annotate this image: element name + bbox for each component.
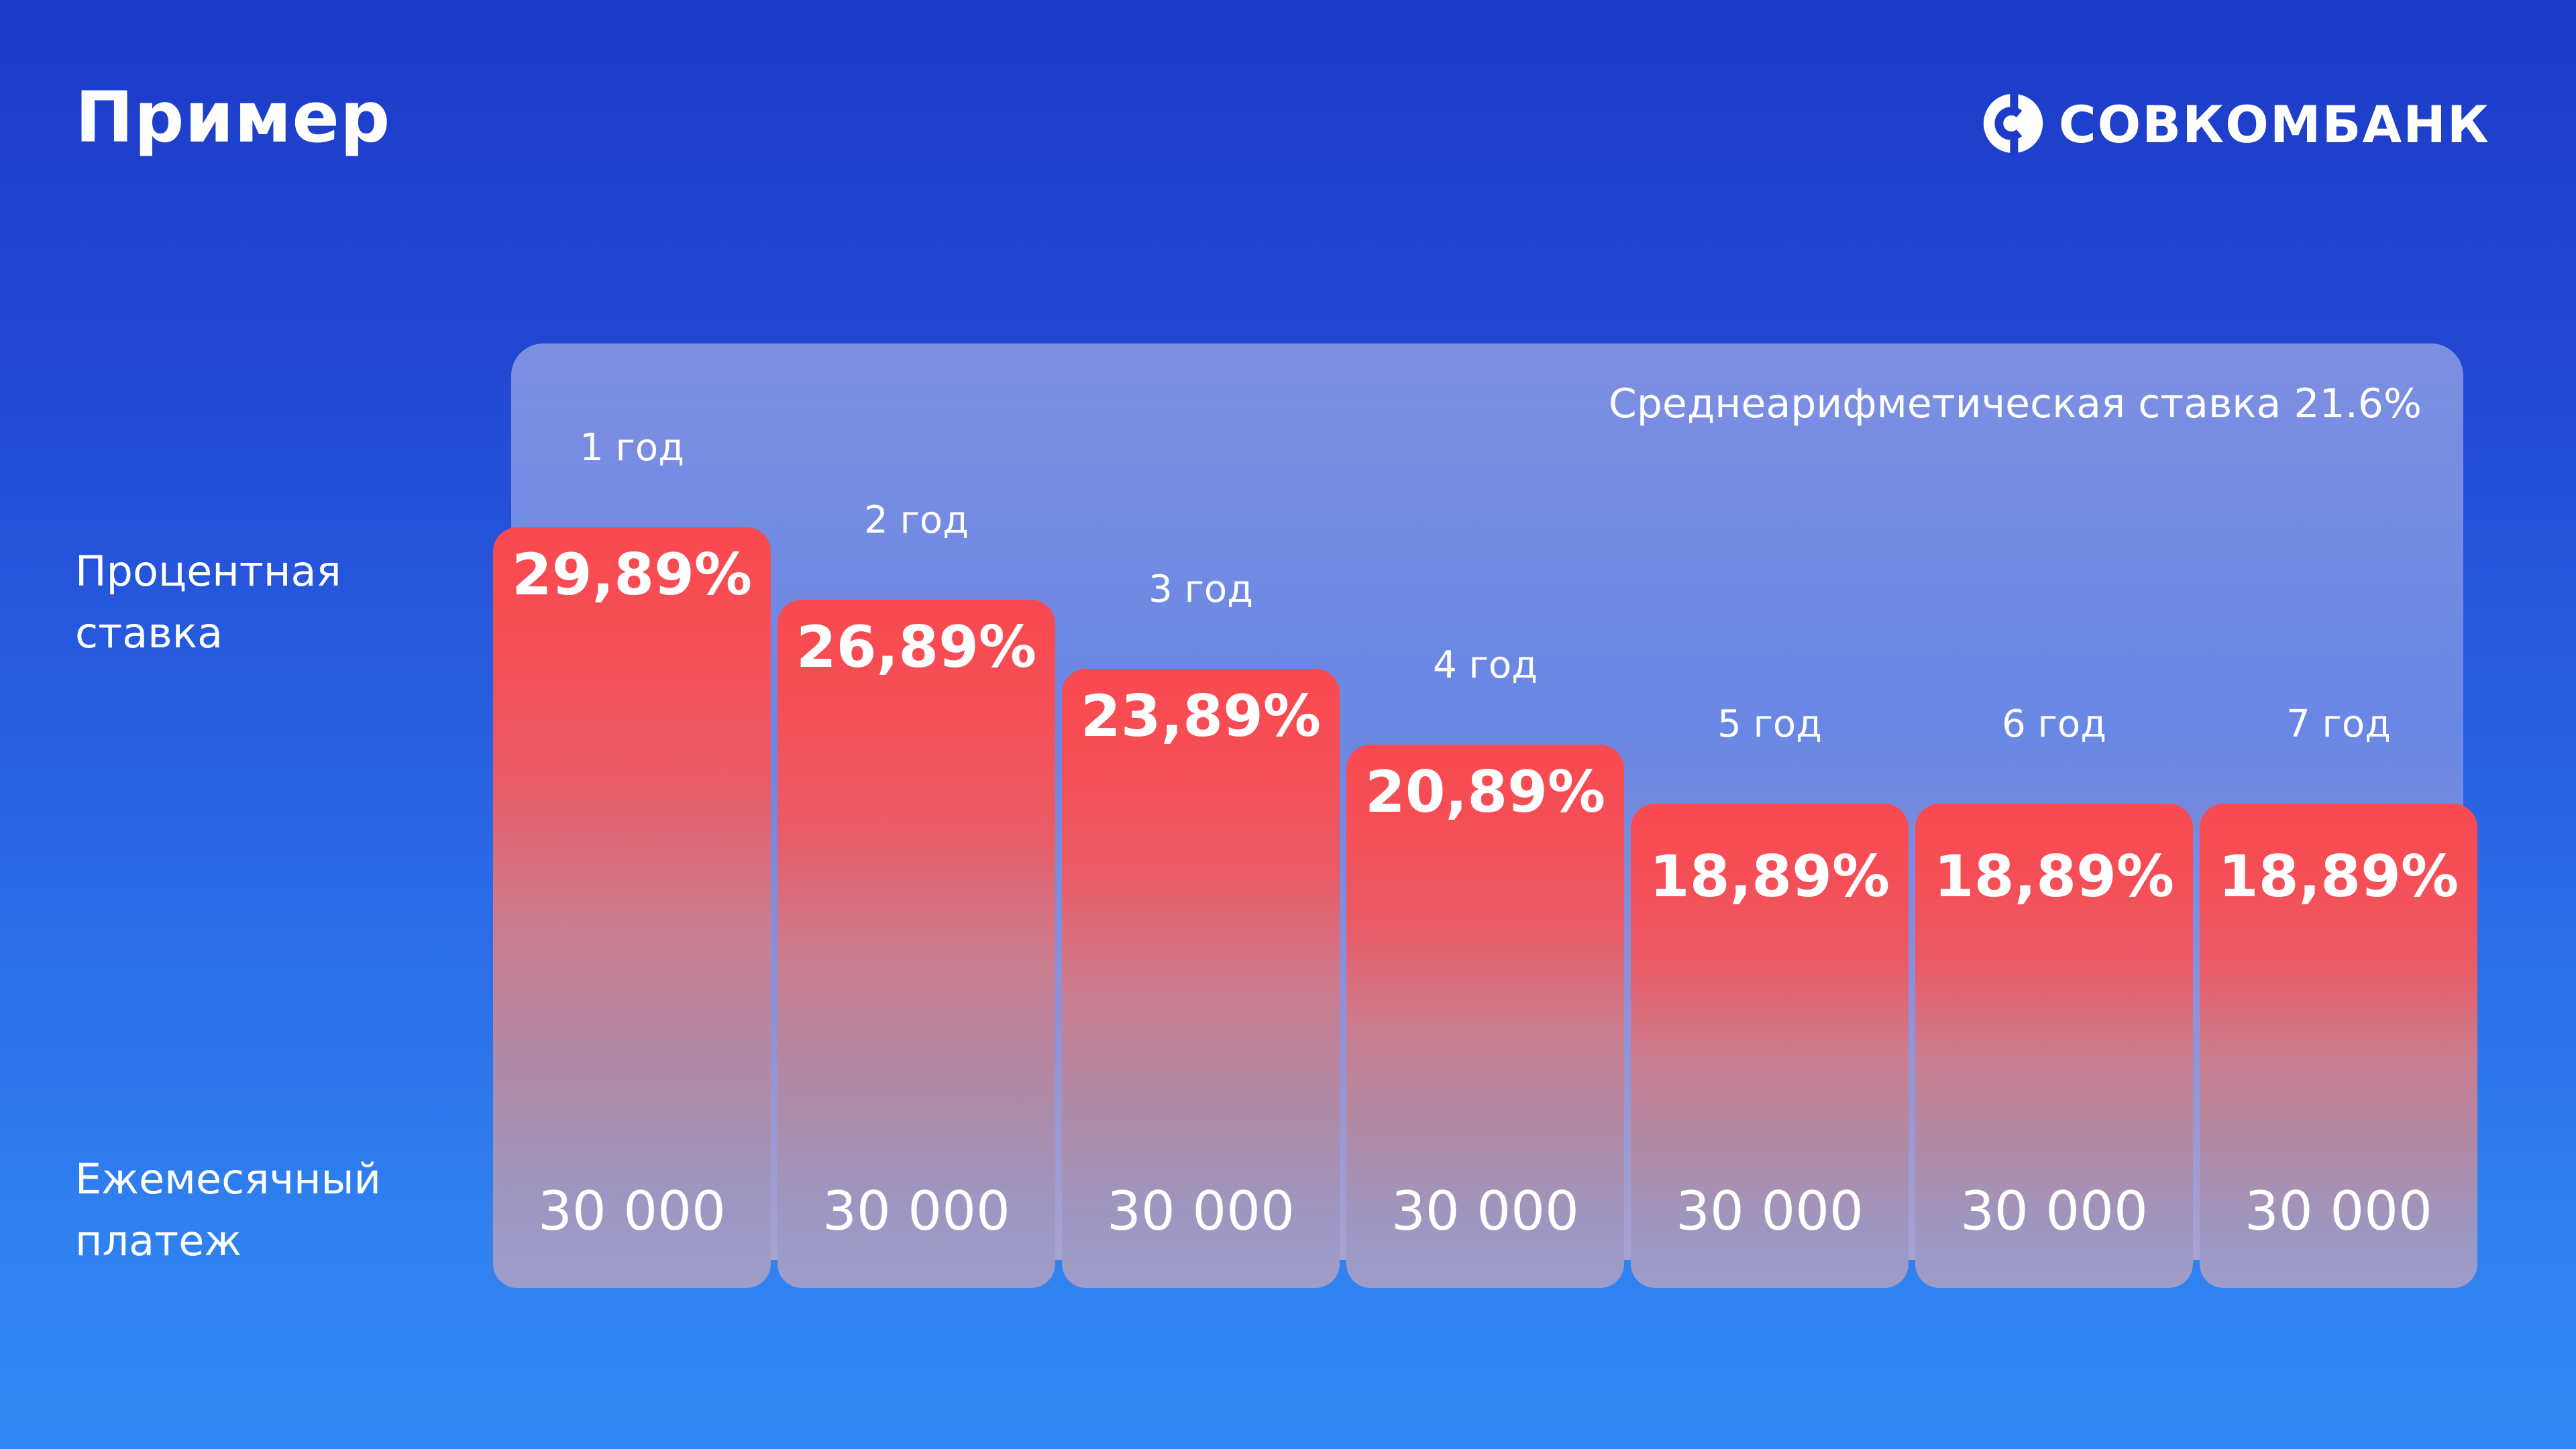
row-label-line: Процентная [75,547,341,596]
bar-payment-value: 30 000 [1676,1180,1864,1242]
bar-payment-value: 30 000 [2245,1180,2432,1242]
row-label-monthly-payment: Ежемесячный платеж [75,1148,381,1272]
bar: 20,89% 30 000 [1346,745,1624,1288]
row-label-line: Ежемесячный [75,1155,381,1203]
page-title: Пример [75,76,391,158]
bar-column-year-1: 1 год 29,89% 30 000 [493,0,771,1449]
bar-rate-value: 18,89% [2218,843,2459,910]
row-label-line: платеж [75,1216,242,1265]
bar: 18,89% 30 000 [2200,804,2477,1288]
bar-payment-value: 30 000 [538,1180,726,1242]
bar-year-label: 5 год [1717,702,1822,746]
bar: 29,89% 30 000 [493,527,771,1288]
bar-column-year-7: 7 год 18,89% 30 000 [2200,0,2477,1449]
bar-rate-value: 18,89% [1649,843,1890,910]
bar-rate-value: 29,89% [511,541,753,608]
bar-year-label: 2 год [864,498,969,542]
bar-year-label: 3 год [1148,568,1253,611]
bar-year-label: 1 год [580,426,684,470]
bar: 26,89% 30 000 [777,600,1055,1288]
average-rate-note: Среднеарифметическая ставка 21.6% [1608,380,2422,427]
brand-logo: СОВКОМБАНК [1982,93,2490,154]
sovcombank-icon [1983,93,2043,154]
bar-rate-value: 26,89% [796,614,1037,681]
bar-year-label: 4 год [1433,643,1538,687]
bar-payment-value: 30 000 [1107,1180,1295,1242]
row-label-line: ставка [75,608,223,657]
bar-payment-value: 30 000 [1960,1180,2148,1242]
bar: 23,89% 30 000 [1062,669,1340,1288]
bar-column-year-5: 5 год 18,89% 30 000 [1631,0,1909,1449]
bar-payment-value: 30 000 [822,1180,1010,1242]
bar: 18,89% 30 000 [1631,804,1909,1288]
row-label-interest-rate: Процентная ставка [75,541,341,664]
bar-column-year-2: 2 год 26,89% 30 000 [777,0,1055,1449]
bar: 18,89% 30 000 [1915,804,2193,1288]
bar-rate-value: 18,89% [1933,843,2175,910]
bar-column-year-6: 6 год 18,89% 30 000 [1915,0,2193,1449]
bar-rate-value: 20,89% [1364,759,1606,826]
bar-column-year-4: 4 год 20,89% 30 000 [1346,0,1624,1449]
bar-year-label: 7 год [2286,702,2391,746]
bar-year-label: 6 год [2002,702,2106,746]
bar-rate-value: 23,89% [1080,683,1322,750]
bar-column-year-3: 3 год 23,89% 30 000 [1062,0,1340,1449]
brand-name: СОВКОМБАНК [2058,95,2490,154]
bar-payment-value: 30 000 [1391,1180,1579,1242]
